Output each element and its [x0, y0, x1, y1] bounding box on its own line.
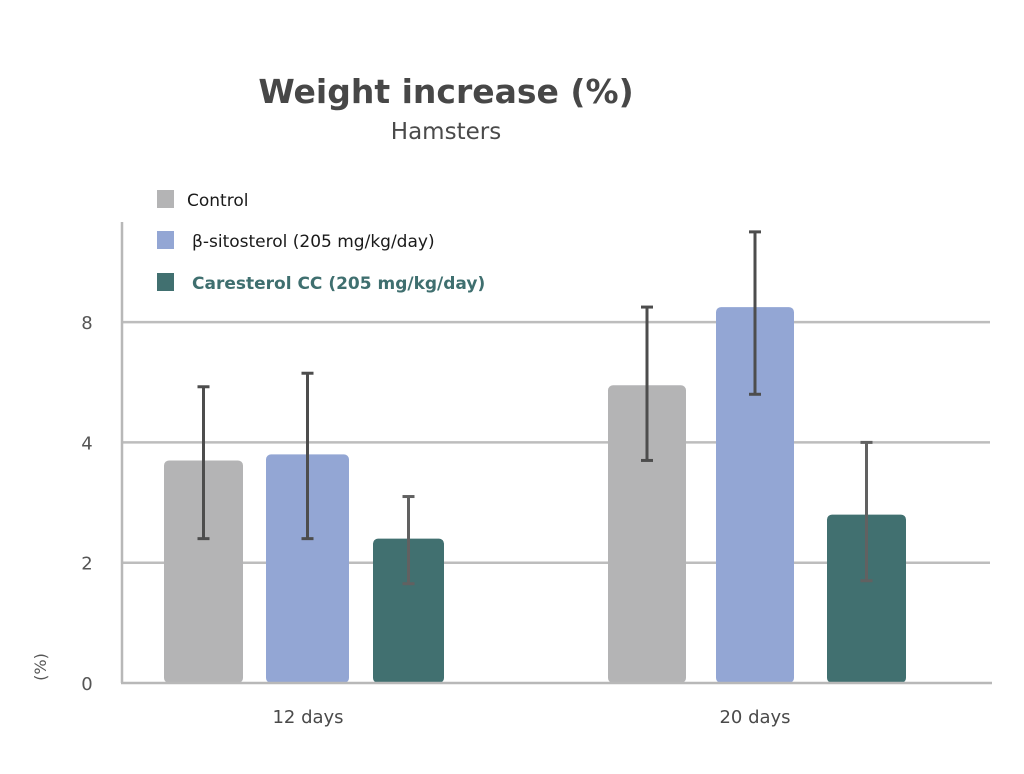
legend-swatch — [157, 190, 174, 208]
y-axis-label: (%) — [31, 653, 50, 681]
x-tick-label: 12 days — [272, 707, 343, 728]
x-tick-labels: 12 days 20 days — [272, 707, 790, 728]
legend-swatch — [157, 273, 174, 291]
y-tick-label: 2 — [81, 554, 92, 575]
bar — [716, 307, 794, 683]
chart-subtitle: Hamsters — [391, 119, 501, 145]
chart-title: Weight increase (%) — [258, 72, 633, 111]
y-tick-label: 0 — [81, 674, 92, 695]
legend-label: Control — [187, 191, 248, 211]
legend-label: β-sitosterol (205 mg/kg/day) — [192, 232, 435, 252]
bar — [608, 385, 686, 683]
y-tick-label: 4 — [81, 433, 92, 454]
y-tick-labels: 0 2 4 8 — [81, 313, 92, 695]
legend-swatch — [157, 231, 174, 249]
bar — [827, 514, 906, 683]
bar — [266, 454, 349, 683]
x-tick-label: 20 days — [719, 707, 790, 728]
legend-label: Caresterol CC (205 mg/kg/day) — [192, 274, 485, 294]
bar — [373, 538, 444, 683]
legend: Control β-sitosterol (205 mg/kg/day) Cares… — [157, 190, 485, 294]
bar — [164, 460, 243, 683]
error-bars — [197, 230, 873, 586]
y-tick-label: 8 — [81, 313, 92, 334]
bars — [164, 307, 906, 683]
